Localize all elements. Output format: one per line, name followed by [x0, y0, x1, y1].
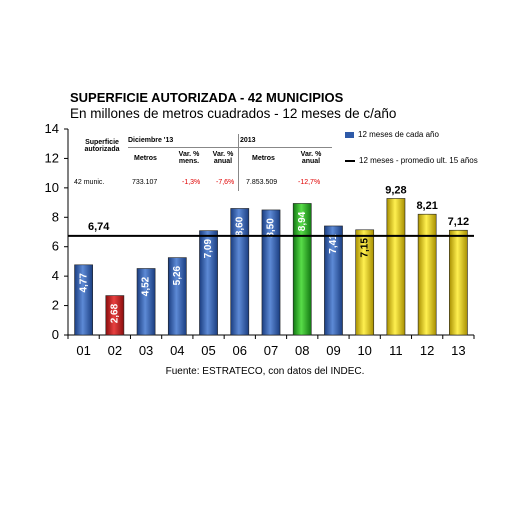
x-tick-label: 01 [76, 343, 90, 358]
x-tick-label: 10 [357, 343, 371, 358]
bar [386, 198, 406, 336]
y-tick-label: 10 [45, 180, 59, 195]
y-tick-label: 6 [52, 239, 59, 254]
x-tick-label: 05 [201, 343, 215, 358]
bar [105, 295, 125, 336]
x-tick-label: 03 [139, 343, 153, 358]
table-col-metros-dec: Metros [134, 155, 157, 162]
bar [417, 213, 437, 336]
table-2013-var-anual: -12,7% [298, 179, 321, 186]
bar [136, 268, 156, 336]
table-group-2013: 2013 [240, 137, 256, 144]
bar-data-label: 8,50 [266, 218, 277, 238]
x-tick-label: 08 [295, 343, 309, 358]
table-2013-metros: 7.853.509 [246, 179, 278, 186]
table-row-header: Superficie autorizada [84, 139, 120, 153]
bar [324, 225, 343, 336]
table-col-var-anual-dec: Var. % anual [212, 151, 234, 165]
table-dec-var-anual: -7,6% [216, 179, 235, 186]
bar-data-label: 7,12 [448, 216, 469, 228]
legend-item-bars: 12 meses de cada año [345, 130, 439, 139]
table-dec-var-mens: -1,3% [182, 179, 201, 186]
bar-data-label: 4,52 [141, 276, 152, 296]
legend-label-average: 12 meses - promedio ult. 15 años [359, 156, 478, 165]
x-tick-label: 07 [264, 343, 278, 358]
y-tick-label: 14 [45, 121, 59, 136]
source-note: Fuente: ESTRATECO, con datos del INDEC. [165, 366, 365, 377]
bar-data-label: 4,77 [78, 273, 89, 293]
legend-item-average: 12 meses - promedio ult. 15 años [345, 156, 485, 165]
chart-title: SUPERFICIE AUTORIZADA - 42 MUNICIPIOS [70, 90, 344, 105]
bar-data-label: 7,41 [328, 234, 339, 254]
table-col-var-mens: Var. % mens. [178, 151, 200, 165]
bar [74, 264, 93, 336]
bar-data-label: 8,60 [234, 216, 245, 236]
bar [230, 208, 250, 336]
table-group-december: Diciembre '13 [128, 137, 174, 144]
x-tick-label: 04 [170, 343, 184, 358]
x-tick-label: 09 [326, 343, 340, 358]
x-tick-label: 06 [233, 343, 247, 358]
legend-swatch-average [345, 159, 355, 162]
x-tick-label: 02 [108, 343, 122, 358]
table-col-var-anual-2013: Var. % anual [300, 151, 322, 165]
summary-table: Superficie autorizada Diciembre '13 2013… [70, 134, 332, 191]
y-tick-label: 8 [52, 209, 59, 224]
y-tick-label: 0 [52, 327, 59, 342]
x-tick-label: 12 [420, 343, 434, 358]
legend-label-bars: 12 meses de cada año [358, 130, 439, 139]
bar-data-label: 8,94 [297, 211, 308, 231]
bar-data-label: 2,68 [109, 303, 120, 323]
bar [355, 229, 375, 336]
bar-data-label: 9,28 [385, 184, 406, 196]
bar [199, 230, 218, 336]
bar [449, 229, 468, 336]
x-tick-label: 11 [389, 343, 403, 358]
bar-data-label: 7,09 [203, 239, 214, 259]
bar-data-label: 5,26 [172, 265, 183, 285]
table-row-label: 42 munic. [74, 179, 105, 186]
chart-subtitle: En millones de metros cuadrados - 12 mes… [70, 106, 397, 121]
table-col-metros-2013: Metros [252, 155, 275, 162]
x-tick-label: 13 [451, 343, 465, 358]
y-tick-label: 2 [52, 298, 59, 313]
average-label: 6,74 [88, 221, 110, 233]
bar [261, 209, 281, 336]
bar-data-label: 7,15 [359, 238, 370, 258]
y-tick-label: 4 [52, 268, 59, 283]
table-dec-metros: 733.107 [132, 179, 158, 186]
bar-data-label: 8,21 [416, 200, 437, 212]
bar [167, 257, 187, 336]
legend-swatch-bars [345, 131, 354, 138]
y-tick-label: 12 [45, 150, 59, 165]
